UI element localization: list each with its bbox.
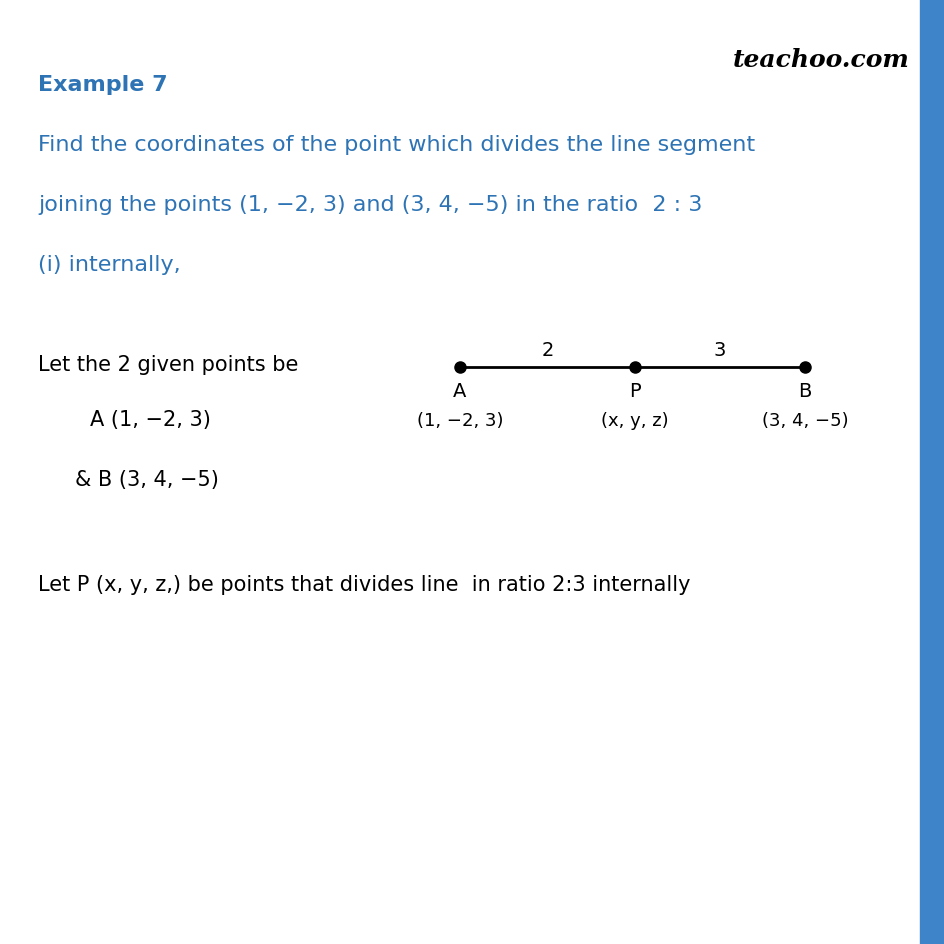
Text: A (1, −2, 3): A (1, −2, 3) [90, 410, 211, 430]
Text: 2: 2 [541, 341, 553, 360]
Text: Let P (x, y, z,) be points that divides line  in ratio 2:3 internally: Let P (x, y, z,) be points that divides … [38, 574, 690, 595]
Text: (1, −2, 3): (1, −2, 3) [416, 412, 503, 430]
Text: teachoo.com: teachoo.com [733, 48, 909, 72]
Bar [919, 0, 944, 944]
Text: (3, 4, −5): (3, 4, −5) [761, 412, 848, 430]
Text: (i) internally,: (i) internally, [38, 255, 180, 275]
Text: 3: 3 [713, 341, 725, 360]
Text: & B (3, 4, −5): & B (3, 4, −5) [75, 469, 219, 490]
Text: joining the points (1, −2, 3) and (3, 4, −5) in the ratio  2 : 3: joining the points (1, −2, 3) and (3, 4,… [38, 194, 701, 215]
Text: Let the 2 given points be: Let the 2 given points be [38, 355, 298, 375]
Text: Example 7: Example 7 [38, 75, 167, 95]
Text: B: B [798, 381, 811, 400]
Text: A: A [453, 381, 466, 400]
Text: P: P [629, 381, 640, 400]
Text: (x, y, z): (x, y, z) [600, 412, 668, 430]
Text: Find the coordinates of the point which divides the line segment: Find the coordinates of the point which … [38, 135, 754, 155]
